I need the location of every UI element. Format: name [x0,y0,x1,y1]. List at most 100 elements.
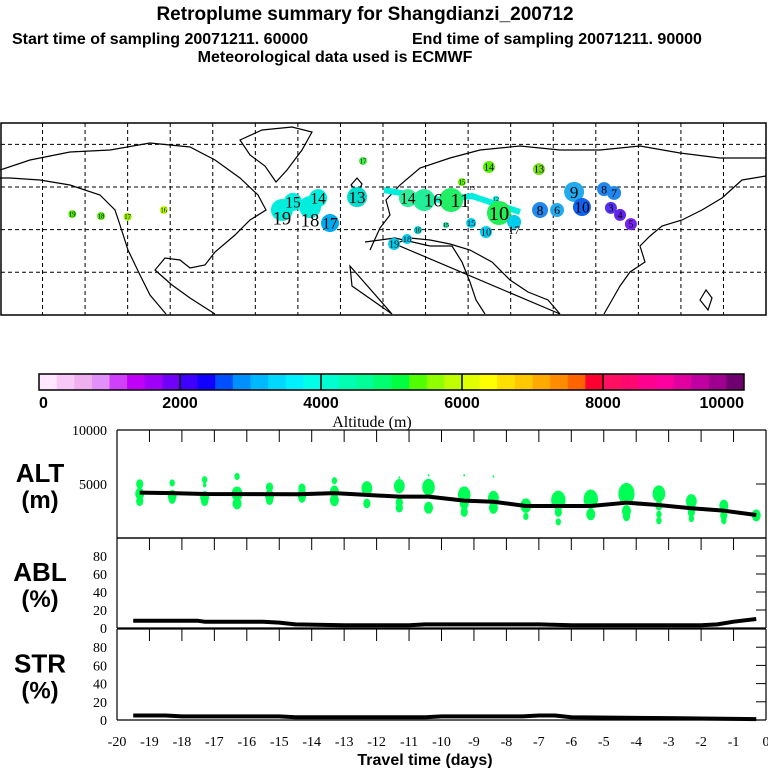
x-tick-label: -15 [270,735,289,750]
altitude-point [554,507,562,517]
plume-marker-dot [624,218,637,231]
x-tick-label: -11 [400,735,418,750]
altitude-point [685,494,697,509]
y-tick-label: 0 [100,714,107,729]
altitude-point [361,481,373,496]
x-tick-label: -2 [695,735,707,750]
plume-marker-label: 15 [467,218,476,228]
altitude-point [656,510,662,518]
colorbar-swatch [532,374,551,390]
plume-marker-dot [482,160,495,173]
panel-unit-label: (%) [21,678,58,705]
altitude-point [201,496,209,507]
colorbar-swatch [162,374,181,390]
altitude-point [555,518,562,526]
altitude-point [331,477,338,485]
colorbar-swatch [409,374,428,390]
plume-marker-label: 18 [403,234,412,244]
plume-marker-label: 14 [484,163,494,174]
altitude-point [586,508,596,521]
colorbar-frame [38,373,745,391]
plume-marker-label: 15 [285,194,301,211]
plume-marker-dot [270,199,293,222]
plume-marker-dot [564,181,585,202]
plume-marker-dot [358,156,367,165]
x-tick-label: -20 [108,735,127,750]
plume-marker-dot [413,226,422,235]
plume-marker-label: 8 [537,203,544,218]
x-tick-label: 0 [763,735,768,750]
africa-coastline [349,237,486,315]
x-axis-label: Travel time (days) [357,752,492,768]
altitude-point [427,474,430,477]
y-tick-label: 0 [100,622,107,637]
colorbar-swatch [285,374,304,390]
plume-marker-label: 16 [424,191,443,212]
plume-marker-label: 7 [611,186,617,200]
plume-marker-label: 10 [489,203,509,225]
plume-marker-label: 3 [608,203,613,214]
colorbar-swatch [373,374,392,390]
x-tick-label: -9 [468,735,480,750]
plume-marker-label: 19 [389,240,399,251]
x-tick-label: -3 [663,735,675,750]
map-gridlines [1,123,766,315]
colorbar-swatch [655,374,674,390]
colorbar-swatch [585,374,604,390]
y-tick-label: 80 [93,550,107,565]
plume-marker-dot [413,189,436,212]
colorbar-swatch [708,374,727,390]
plume-marker-dot [97,211,106,220]
x-tick-label: -1 [728,735,740,750]
altitude-point [395,502,403,513]
plume-marker-label: 13 [469,186,475,192]
plume-marker-dot [442,221,449,228]
plume-marker-dot [347,187,368,208]
colorbar-swatch [550,374,569,390]
altitude-point [656,517,662,525]
plume-marker-dot [468,192,475,199]
colorbar-tick-label: 10000 [700,395,745,412]
plume-marker-dot [321,214,340,233]
colorbar-swatch [180,374,199,390]
colorbar-swatch [603,374,622,390]
plume-marker-label: 16 [415,227,422,234]
x-tick-label: -12 [367,735,386,750]
colorbar-label: Altitude (m) [332,414,412,431]
colorbar-swatch [338,374,357,390]
plume-marker-label: 17 [508,223,520,237]
altitude-point [622,511,631,522]
x-tick-label: -14 [302,735,321,750]
colorbar-swatch [39,374,58,390]
y-tick-label: 5000 [79,478,107,493]
colorbar-swatch [391,374,410,390]
colorbar-swatch [91,374,110,390]
altitude-point [492,475,495,478]
str-mean-line [133,713,757,722]
y-tick-label: 60 [93,568,107,583]
plume-marker-dot [572,198,591,217]
colorbar-swatch [109,374,128,390]
plume-marker-label: 19 [69,211,76,218]
plume-marker-dot [388,237,401,250]
x-tick-label: -5 [598,735,610,750]
plume-marker-dot [479,225,492,238]
plume-marker-label: 4 [618,211,623,222]
colorbar-swatch [197,374,216,390]
colorbar-tick-label: 4000 [303,395,339,412]
figure-title: Retroplume summary for Shangdianzi_20071… [156,4,573,25]
altitude-point [232,497,242,510]
colorbar-tick-label: 6000 [444,395,480,412]
plume-marker-label: 10 [481,228,491,239]
plume-marker-dot [614,208,627,221]
altitude-point [265,482,274,493]
colorbar-swatch [356,374,375,390]
plume-markers [68,156,637,250]
x-tick-label: -17 [205,735,224,750]
altitude-point [201,476,208,484]
colorbar-swatch [514,374,533,390]
x-tick-label: -19 [140,735,159,750]
